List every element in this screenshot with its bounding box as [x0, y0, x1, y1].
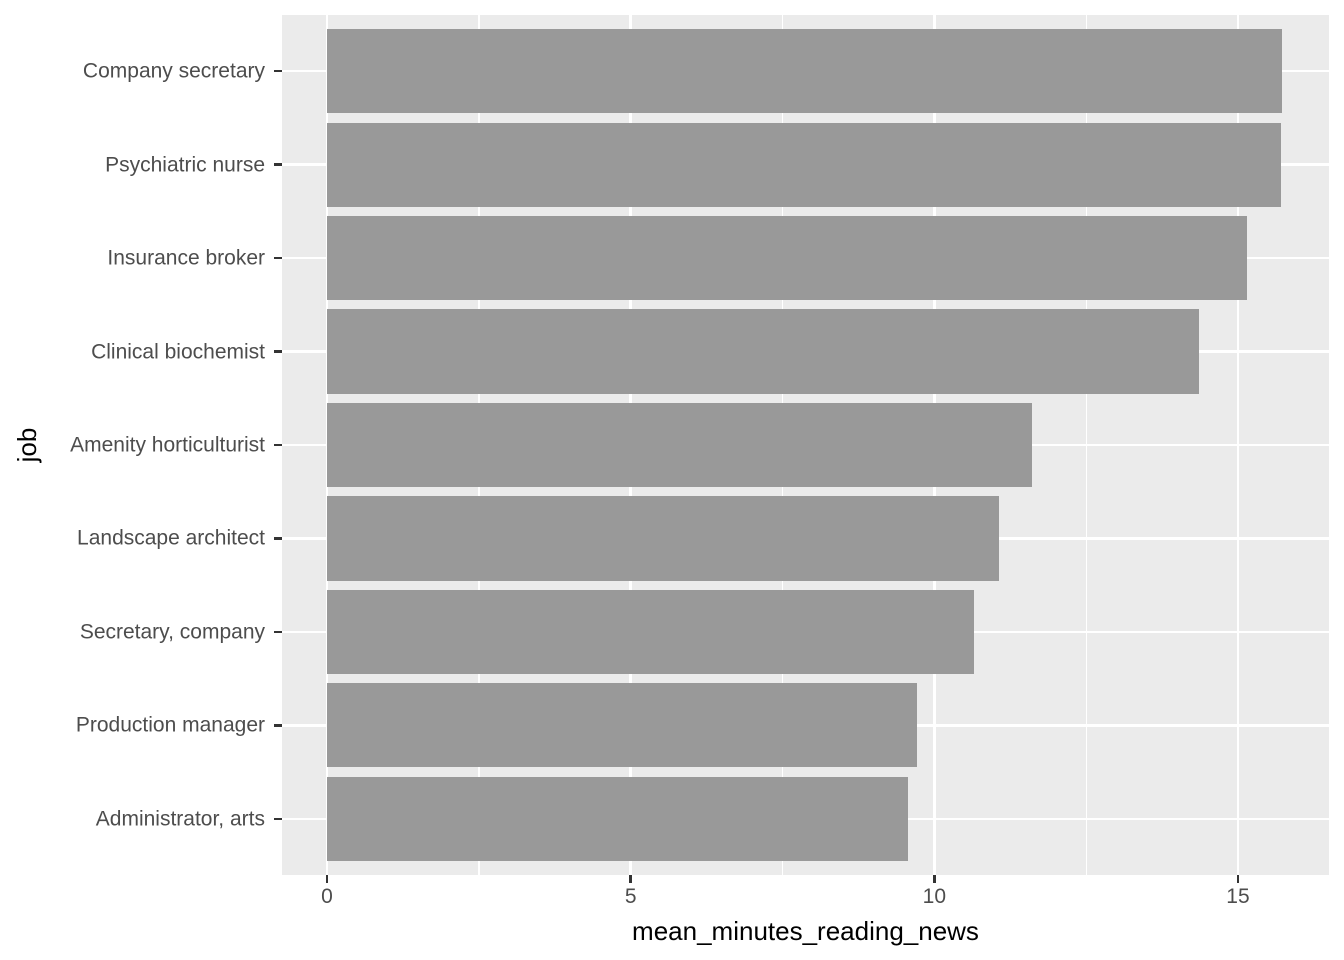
y-tick-mark — [274, 350, 282, 353]
bar — [327, 776, 909, 861]
y-tick-label: Secretary, company — [79, 620, 265, 644]
y-tick-mark — [274, 817, 282, 821]
y-tick-label: Psychiatric nurse — [105, 153, 265, 177]
y-tick-mark — [274, 256, 282, 260]
y-tick-label: Production manager — [75, 713, 265, 737]
y-tick-label: Administrator, arts — [95, 807, 265, 831]
x-tick-label: 5 — [624, 885, 637, 908]
y-tick-label: Clinical biochemist — [91, 340, 265, 364]
x-tick-label: 10 — [922, 885, 946, 908]
x-tick-mark — [933, 875, 936, 883]
y-tick-mark — [274, 443, 282, 447]
x-tick-label: 15 — [1226, 885, 1250, 908]
y-tick-mark — [274, 537, 282, 540]
bar — [327, 29, 1282, 114]
x-tick-mark — [325, 875, 329, 883]
y-tick-mark — [274, 163, 282, 166]
y-tick-label: Insurance broker — [107, 246, 265, 270]
x-axis-title: mean_minutes_reading_news — [632, 916, 979, 946]
bar — [327, 215, 1248, 301]
bar — [327, 309, 1199, 394]
plot-panel — [282, 15, 1329, 875]
y-tick-mark — [274, 630, 282, 634]
bar — [327, 683, 918, 768]
y-tick-label: Company secretary — [82, 59, 265, 83]
y-tick-mark — [274, 724, 282, 727]
bar — [327, 402, 1032, 488]
bar — [327, 496, 999, 581]
y-tick-mark — [274, 69, 282, 73]
bar — [327, 589, 974, 675]
bar — [327, 122, 1281, 207]
x-tick-mark — [629, 875, 632, 883]
x-tick-mark — [1236, 875, 1240, 883]
x-tick-label: 0 — [321, 885, 333, 908]
y-tick-label: Amenity horticulturist — [70, 433, 265, 457]
y-tick-label: Landscape architect — [77, 526, 265, 550]
